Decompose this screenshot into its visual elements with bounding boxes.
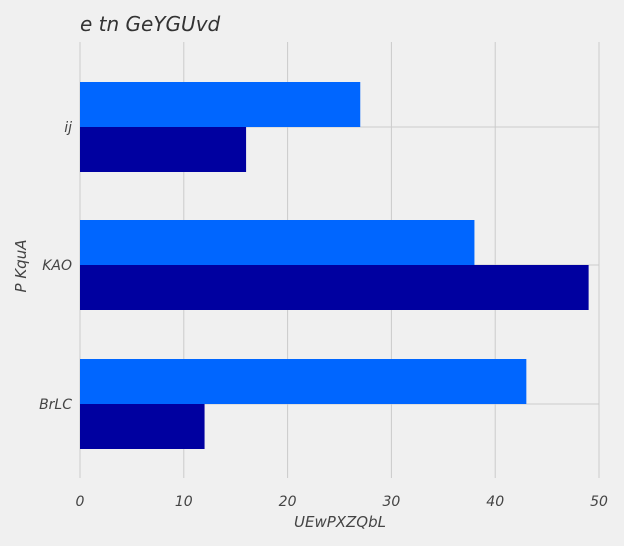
bar — [80, 127, 247, 172]
bar — [80, 404, 205, 449]
x-tick-label: 40 — [486, 494, 504, 510]
y-axis-label: P KquA — [12, 240, 30, 293]
x-tick-label: 10 — [175, 494, 193, 510]
x-tick-label: 30 — [382, 494, 400, 510]
chart-title: e tn GeYGUvd — [80, 12, 221, 36]
bar — [80, 359, 527, 404]
y-tick-label: BrLC — [39, 397, 72, 413]
y-tick-label: KAO — [42, 258, 72, 274]
x-axis-label: UEwPXZQbL — [294, 513, 386, 531]
x-tick-label: 0 — [76, 494, 85, 510]
bar — [80, 82, 361, 127]
y-tick-label: ij — [64, 120, 72, 136]
bar — [80, 265, 589, 310]
x-tick-label: 50 — [590, 494, 608, 510]
y-tick-labels: ij KAO BrLC — [39, 120, 72, 413]
bars — [80, 82, 589, 449]
x-tick-label: 20 — [279, 494, 297, 510]
x-tick-labels: 0 10 20 30 40 50 — [76, 494, 608, 510]
bar — [80, 220, 475, 265]
